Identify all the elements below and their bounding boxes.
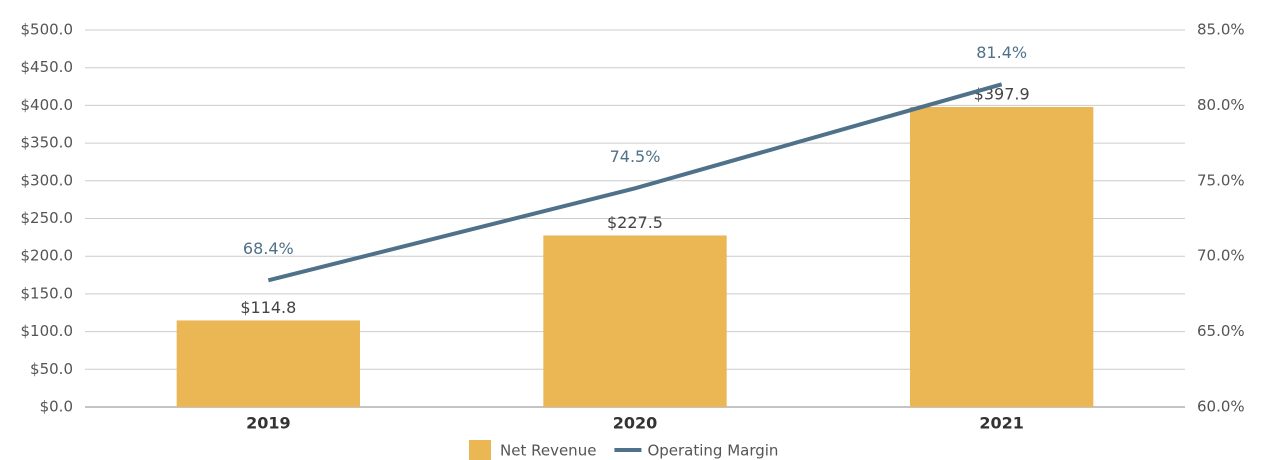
y2-tick-label: 65.0%: [1197, 322, 1245, 340]
data-label: $227.5: [607, 213, 663, 232]
y-tick-label: $300.0: [21, 171, 74, 189]
data-label: 81.4%: [976, 43, 1027, 62]
line: [267, 82, 1003, 283]
y-tick-label: $350.0: [21, 134, 74, 152]
data-label: 74.5%: [610, 147, 661, 166]
x-tick-label: 2021: [979, 414, 1024, 433]
y2-tick-label: 75.0%: [1197, 171, 1245, 189]
data-label: $114.8: [240, 298, 296, 317]
y-tick-label: $200.0: [21, 247, 74, 265]
y-tick-label: $450.0: [21, 58, 74, 76]
legend-swatch: [469, 440, 491, 460]
y-tick-label: $250.0: [21, 209, 74, 227]
y2-tick-label: 70.0%: [1197, 247, 1245, 265]
data-label: $397.9: [974, 84, 1030, 103]
legend-label: Net Revenue: [500, 442, 596, 460]
bar: [910, 106, 1094, 407]
y-tick-label: $150.0: [21, 284, 74, 302]
y2-tick-label: 80.0%: [1197, 96, 1245, 114]
data-label: 68.4%: [243, 239, 294, 258]
bar: [176, 320, 360, 407]
y-tick-label: $500.0: [21, 21, 74, 39]
legend-label: Operating Margin: [647, 442, 778, 460]
y2-tick-label: 60.0%: [1197, 398, 1245, 416]
y2-tick-label: 85.0%: [1197, 21, 1245, 39]
y-tick-label: $50.0: [30, 360, 73, 378]
x-tick-label: 2019: [246, 414, 291, 433]
y-tick-label: $400.0: [21, 96, 74, 114]
bar: [543, 235, 727, 407]
x-tick-label: 2020: [613, 414, 658, 433]
y-tick-label: $100.0: [21, 322, 74, 340]
y-tick-label: $0.0: [40, 398, 73, 416]
